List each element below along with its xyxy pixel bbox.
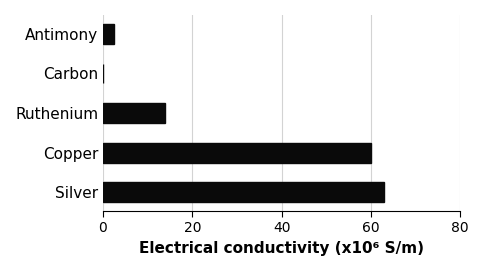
Bar <box>103 143 371 163</box>
Bar <box>103 182 384 202</box>
X-axis label: Electrical conductivity (x10⁶ S/m): Electrical conductivity (x10⁶ S/m) <box>139 241 424 256</box>
Bar <box>103 24 114 44</box>
Bar <box>103 103 166 123</box>
